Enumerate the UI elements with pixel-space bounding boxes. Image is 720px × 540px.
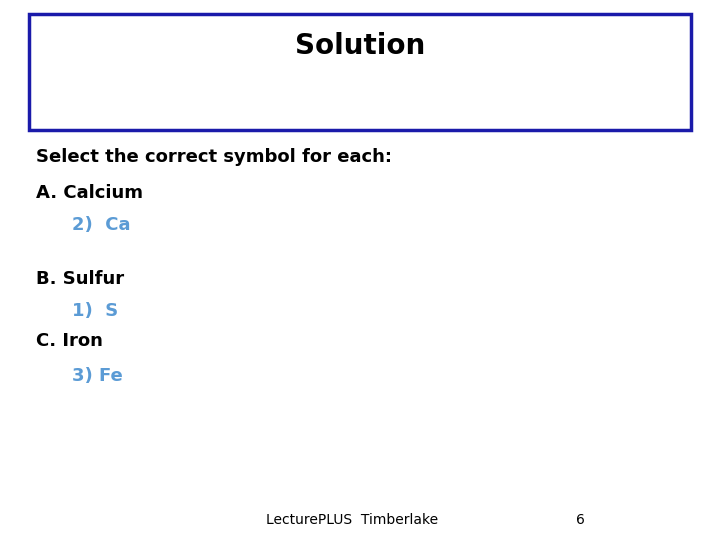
Text: 3) Fe: 3) Fe bbox=[72, 367, 122, 385]
Text: Select the correct symbol for each:: Select the correct symbol for each: bbox=[36, 148, 392, 166]
Text: B. Sulfur: B. Sulfur bbox=[36, 270, 124, 288]
Text: 2)  Ca: 2) Ca bbox=[72, 216, 130, 234]
Text: 1)  S: 1) S bbox=[72, 302, 118, 320]
Text: 6: 6 bbox=[576, 512, 585, 526]
Text: Solution: Solution bbox=[295, 32, 425, 60]
Text: A. Calcium: A. Calcium bbox=[36, 184, 143, 201]
Text: LecturePLUS  Timberlake: LecturePLUS Timberlake bbox=[266, 512, 438, 526]
FancyBboxPatch shape bbox=[29, 14, 691, 130]
Text: C. Iron: C. Iron bbox=[36, 332, 103, 350]
